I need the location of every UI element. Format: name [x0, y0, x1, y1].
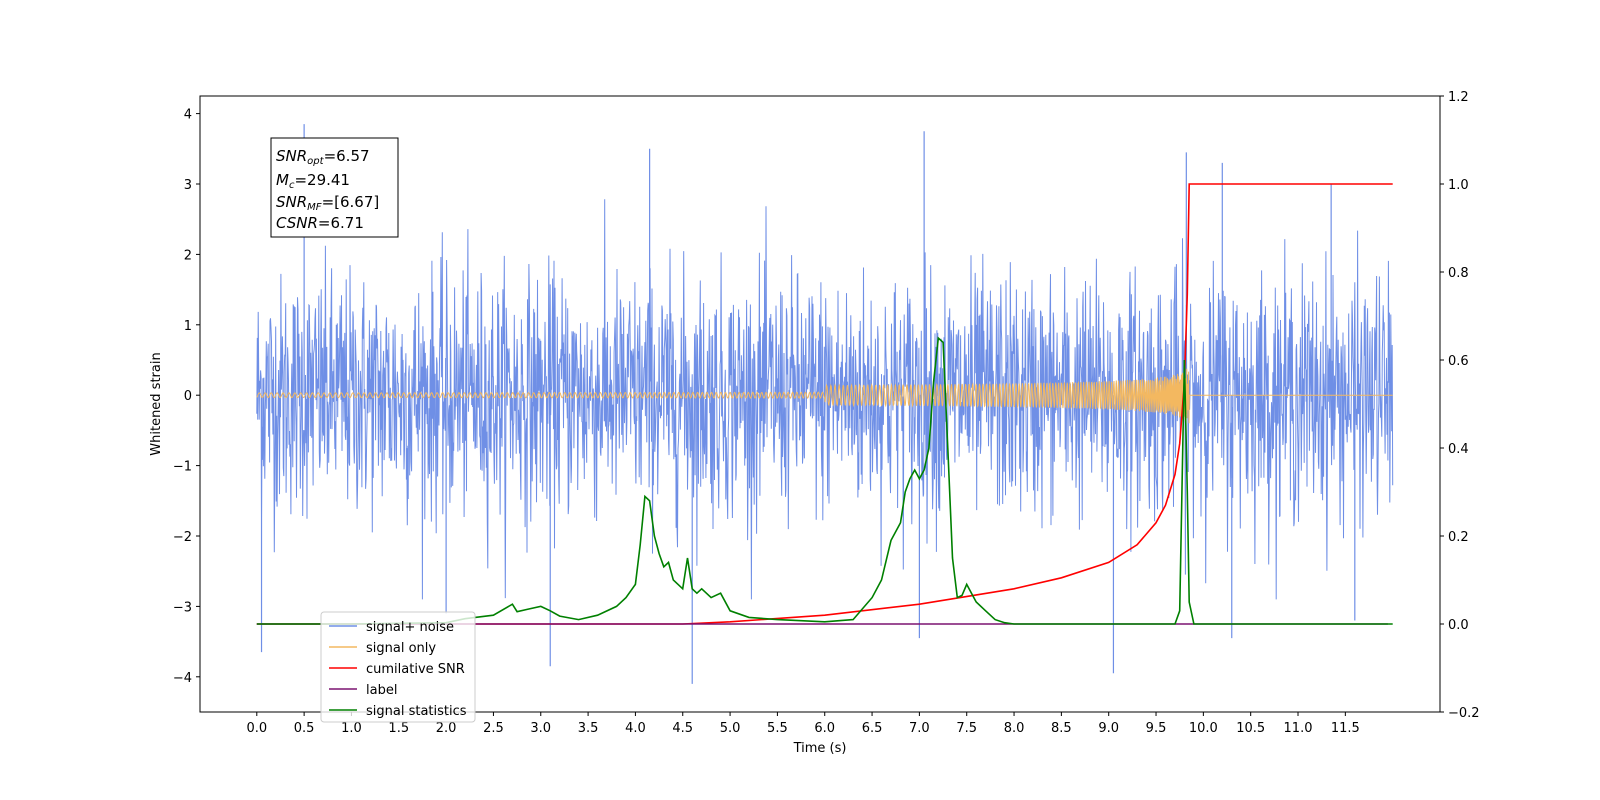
x-tick-label-11: 5.5	[767, 721, 788, 736]
x-axis: 0.0 0.5 1.0 1.5 2.0 2.5 3.0 3.5 4.0 4.5 5.0 5.5 6.0 6…	[246, 712, 1360, 736]
legend-signal-statistics-label: signal statistics	[366, 704, 467, 719]
x-tick-label-14: 7.0	[909, 721, 930, 736]
series-signal-only-line	[256, 368, 1393, 424]
stats-annotation: SNRopt=6.57 Mc=29.41 SNRMF=[6.67] CSNR=6…	[270, 137, 399, 238]
y2-tick-label-3: 0.6	[1448, 354, 1469, 369]
x-tick-label-8: 4.0	[625, 721, 646, 736]
stats-line-mc: Mc=29.41	[276, 171, 350, 191]
y-axis-left: 4 3 2 1 0 −1 −2 −3 −4	[173, 108, 200, 686]
y-axis-label: Whitened strain	[149, 352, 164, 455]
stats-line-snr-mf: SNRMF=[6.67]	[276, 193, 379, 213]
y-tick-label-3: 1	[184, 319, 192, 334]
y-tick-label-8: −4	[173, 671, 192, 686]
stats-box	[270, 137, 399, 238]
x-tick-label-9: 4.5	[672, 721, 693, 736]
x-tick-label-12: 6.0	[814, 721, 835, 736]
y-tick-label-0: 4	[184, 108, 192, 123]
x-axis-label: Time (s)	[793, 741, 847, 756]
x-tick-label-1: 0.5	[294, 721, 315, 736]
x-tick-label-13: 6.5	[862, 721, 883, 736]
y-tick-label-2: 2	[184, 248, 192, 263]
x-tick-label-4: 2.0	[436, 721, 457, 736]
x-tick-label-3: 1.5	[388, 721, 409, 736]
y2-tick-label-1: 1.0	[1448, 178, 1469, 193]
y2-tick-label-2: 0.8	[1448, 266, 1469, 281]
y2-tick-label-0: 1.2	[1448, 90, 1469, 105]
y-tick-label-4: 0	[184, 389, 192, 404]
legend-signal-noise-label: signal+ noise	[366, 620, 454, 635]
y2-tick-label-4: 0.4	[1448, 442, 1469, 457]
y-tick-label-5: −1	[173, 460, 192, 475]
x-tick-label-21: 10.5	[1236, 721, 1265, 736]
y2-tick-label-7: −0.2	[1448, 706, 1480, 721]
y-tick-label-6: −2	[173, 530, 192, 545]
y2-tick-label-6: 0.0	[1448, 618, 1469, 633]
x-tick-label-17: 8.5	[1051, 721, 1072, 736]
legend-box	[320, 611, 476, 723]
x-tick-label-10: 5.0	[720, 721, 741, 736]
legend: signal+ noise signal only cumilative SNR la…	[320, 611, 476, 723]
x-tick-label-6: 3.0	[530, 721, 551, 736]
x-tick-label-18: 9.0	[1098, 721, 1119, 736]
legend-signal-only-label: signal only	[366, 641, 436, 656]
x-tick-label-15: 7.5	[956, 721, 977, 736]
legend-cumulative-snr-label: cumilative SNR	[366, 662, 465, 677]
plot-area	[256, 124, 1394, 684]
series-cumulative-snr-line	[256, 183, 1393, 625]
x-tick-label-22: 11.0	[1284, 721, 1313, 736]
x-tick-label-23: 11.5	[1331, 721, 1360, 736]
x-tick-label-19: 9.5	[1146, 721, 1167, 736]
x-tick-label-0: 0.0	[246, 721, 267, 736]
x-tick-label-5: 2.5	[483, 721, 504, 736]
x-tick-label-2: 1.0	[341, 721, 362, 736]
plot-frame	[199, 95, 1441, 713]
y-tick-label-1: 3	[184, 178, 192, 193]
series-signal-statistics-line	[256, 336, 1393, 625]
legend-label-label: label	[366, 683, 397, 698]
y-tick-label-7: −3	[173, 600, 192, 615]
y-axis-right: 1.2 1.0 0.8 0.6 0.4 0.2 0.0 −0.2	[1440, 90, 1480, 721]
stats-line-csnr: CSNR=6.71	[276, 214, 364, 232]
y2-tick-label-5: 0.2	[1448, 530, 1469, 545]
stats-line-snr-opt: SNRopt=6.57	[276, 147, 370, 167]
x-tick-label-20: 10.0	[1189, 721, 1218, 736]
x-tick-label-16: 8.0	[1004, 721, 1025, 736]
x-tick-label-7: 3.5	[578, 721, 599, 736]
